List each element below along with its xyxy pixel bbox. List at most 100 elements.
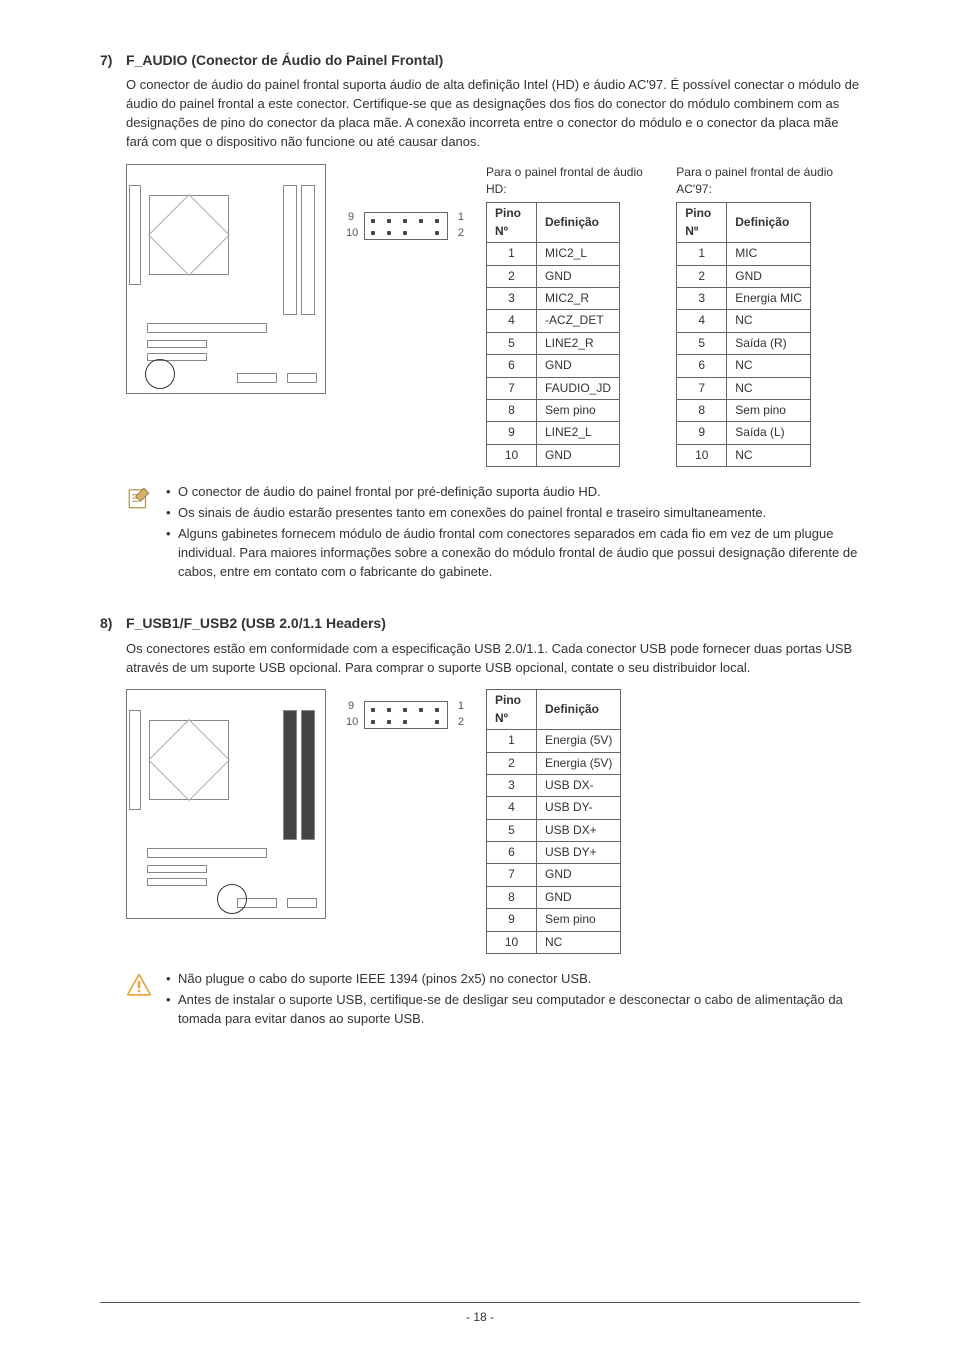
hd-col-pin: Pino Nº [487,203,537,243]
list-item: Os sinais de áudio estarão presentes tan… [164,504,860,523]
table-row: 4USB DY- [487,797,621,819]
ac97-col-pin: Pino Nº [677,203,727,243]
note-icon [126,483,154,583]
table-cell: GND [727,265,811,287]
table-cell: Sem pino [537,399,620,421]
page-footer: - 18 - [100,1302,860,1326]
table-row: 5Saída (R) [677,332,811,354]
pinheader-diagram-usb: 9 10 1 2 [346,701,466,731]
table-row: 6GND [487,355,620,377]
section-7-title: F_AUDIO (Conector de Áudio do Painel Fro… [126,52,443,68]
table-cell: 2 [487,752,537,774]
section-7-tables: Para o painel frontal de áudio HD: Pino … [486,164,860,467]
section-8-heading: 8)F_USB1/F_USB2 (USB 2.0/1.1 Headers) [100,613,860,633]
table-cell: 5 [677,332,727,354]
page-number: - 18 - [466,1310,494,1324]
table-row: 3USB DX- [487,774,621,796]
section-7-figure-row: 9 10 1 2 Para o pa [126,164,860,467]
table-cell: 9 [487,422,537,444]
table-row: 1MIC2_L [487,243,620,265]
ac97-audio-table: Pino Nº Definição 1MIC2GND3Energia MIC4N… [676,202,811,467]
table-row: 10NC [487,931,621,953]
table-cell: 10 [487,931,537,953]
pinheader-diagram-audio: 9 10 1 2 [346,212,466,242]
section-7-note-list: O conector de áudio do painel frontal po… [164,483,860,583]
table-cell: GND [537,886,621,908]
highlight-circle-audio [145,359,175,389]
table-row: 5LINE2_R [487,332,620,354]
table-row: 10GND [487,444,620,466]
section-7-note: O conector de áudio do painel frontal po… [126,483,860,583]
ac97-audio-table-title: Para o painel frontal de áudio AC'97: [676,164,860,199]
table-cell: FAUDIO_JD [537,377,620,399]
motherboard-diagram-audio [126,164,326,394]
pin-label-2: 2 [458,226,464,242]
table-cell: GND [537,444,620,466]
table-cell: 1 [677,243,727,265]
table-cell: Energia MIC [727,288,811,310]
table-cell: MIC2_L [537,243,620,265]
table-row: 2GND [487,265,620,287]
table-row: 4NC [677,310,811,332]
table-cell: 7 [487,377,537,399]
usb-tbody: 1Energia (5V)2Energia (5V)3USB DX-4USB D… [487,730,621,954]
table-cell: 8 [677,399,727,421]
pin-label-2: 2 [458,715,464,731]
usb-table-wrap: Pino Nº Definição 1Energia (5V)2Energia … [486,689,621,954]
table-cell: NC [727,355,811,377]
pin-label-9: 9 [348,699,354,715]
table-cell: Energia (5V) [537,752,621,774]
table-cell: 1 [487,243,537,265]
table-cell: 10 [487,444,537,466]
usb-col-def: Definição [537,690,621,730]
table-cell: 7 [487,864,537,886]
table-cell: 4 [487,310,537,332]
table-cell: USB DX+ [537,819,621,841]
table-row: 5USB DX+ [487,819,621,841]
table-cell: NC [727,377,811,399]
hd-audio-table: Pino Nº Definição 1MIC2_L2GND3MIC2_R4-AC… [486,202,620,467]
table-cell: NC [727,444,811,466]
section-7-heading: 7)F_AUDIO (Conector de Áudio do Painel F… [100,50,860,70]
table-cell: MIC [727,243,811,265]
table-row: 2GND [677,265,811,287]
table-cell: 3 [487,288,537,310]
table-row: 8GND [487,886,621,908]
table-cell: NC [727,310,811,332]
table-cell: 3 [677,288,727,310]
table-cell: NC [537,931,621,953]
section-7-paragraph: O conector de áudio do painel frontal su… [126,76,860,151]
table-row: 6NC [677,355,811,377]
table-cell: 1 [487,730,537,752]
table-cell: Energia (5V) [537,730,621,752]
pin-label-1: 1 [458,210,464,226]
table-row: 9Saída (L) [677,422,811,444]
table-row: 9Sem pino [487,909,621,931]
ac97-audio-table-wrap: Para o painel frontal de áudio AC'97: Pi… [676,164,860,467]
table-cell: Sem pino [727,399,811,421]
pin-label-9: 9 [348,210,354,226]
table-cell: GND [537,265,620,287]
table-cell: 6 [487,355,537,377]
table-cell: USB DY- [537,797,621,819]
table-cell: USB DY+ [537,842,621,864]
table-row: 7GND [487,864,621,886]
section-8-title: F_USB1/F_USB2 (USB 2.0/1.1 Headers) [126,615,386,631]
table-row: 3Energia MIC [677,288,811,310]
section-8-warning-list: Não plugue o cabo do suporte IEEE 1394 (… [164,970,860,1031]
table-cell: 2 [487,265,537,287]
motherboard-diagram-usb [126,689,326,919]
table-row: 6USB DY+ [487,842,621,864]
table-row: 8Sem pino [677,399,811,421]
table-cell: Saída (L) [727,422,811,444]
table-row: 10NC [677,444,811,466]
section-7: 7)F_AUDIO (Conector de Áudio do Painel F… [100,50,860,583]
usb-table: Pino Nº Definição 1Energia (5V)2Energia … [486,689,621,954]
table-cell: 6 [677,355,727,377]
highlight-circle-usb [217,884,247,914]
usb-col-pin: Pino Nº [487,690,537,730]
pin-label-1: 1 [458,699,464,715]
table-row: 1Energia (5V) [487,730,621,752]
table-cell: USB DX- [537,774,621,796]
section-8-warning: Não plugue o cabo do suporte IEEE 1394 (… [126,970,860,1031]
